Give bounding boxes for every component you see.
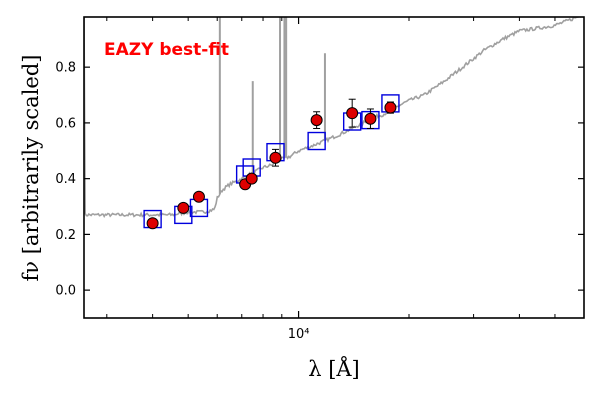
model-flux-square (307, 131, 326, 151)
x-tick-label: 10⁴ (288, 327, 310, 342)
observed-flux-point (192, 190, 205, 203)
observed-flux-point (146, 217, 159, 230)
observed-flux-point (310, 114, 323, 127)
observed-flux-markers (146, 101, 397, 230)
y-axis-ticks: 0.0 0.2 0.4 0.6 0.8 (55, 61, 584, 299)
y-tick-label: 0.6 (55, 116, 76, 131)
y-tick-label: 0.0 (55, 284, 76, 299)
plot-background (84, 17, 584, 318)
chart-annotation: EAZY best-fit (104, 40, 229, 60)
observed-flux-point (245, 172, 258, 185)
plot-frame (83, 16, 585, 319)
y-axis-label: fν [arbitrarily scaled] (19, 55, 43, 282)
observed-flux-point (269, 151, 282, 164)
observed-flux-point (346, 107, 359, 120)
emission-lines (218, 17, 326, 194)
y-tick-label: 0.8 (55, 61, 76, 76)
y-tick-label: 0.2 (55, 228, 76, 243)
x-axis-label: λ [Å] (308, 356, 360, 381)
y-tick-label: 0.4 (55, 172, 76, 187)
observed-flux-point (364, 112, 377, 125)
template-spectrum-line (84, 17, 583, 219)
x-axis-ticks: 10⁴ (106, 17, 585, 342)
observed-flux-point (177, 201, 190, 214)
observed-flux-point (384, 101, 397, 114)
plot-area (84, 17, 583, 230)
